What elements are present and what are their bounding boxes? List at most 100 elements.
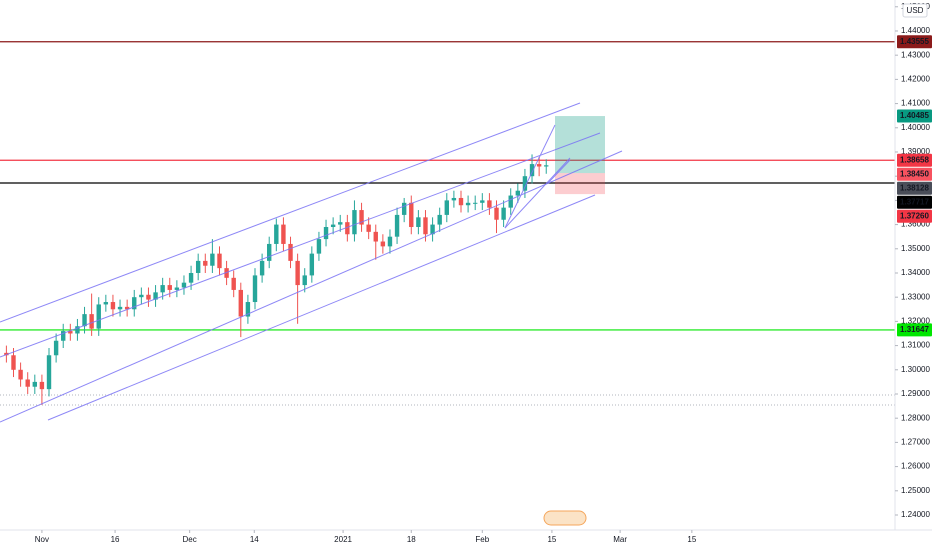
trendlines [0, 102, 623, 423]
time-axis: Nov 16 Dec 14 2021 18 Feb 15 Mar 15 [0, 529, 932, 544]
trend-line [504, 157, 571, 229]
price-label-bg [897, 209, 932, 223]
event-icons[interactable] [543, 510, 587, 526]
candle-body [61, 331, 66, 341]
loss-zone [555, 173, 605, 195]
candle-body [82, 314, 87, 327]
y-tick-label: 1.41000 [901, 99, 930, 108]
channel-line [47, 194, 596, 421]
x-tick-label: 18 [407, 535, 416, 544]
price-label-bg [897, 167, 932, 181]
events[interactable] [543, 510, 587, 526]
candle-body [451, 197, 457, 201]
y-tick-label: 1.43000 [901, 50, 930, 59]
candle-body [536, 164, 542, 167]
candle-body [416, 217, 421, 228]
candle-body [238, 289, 243, 317]
candle-body [465, 202, 471, 206]
candle-body [4, 352, 9, 356]
candle-body [281, 224, 286, 244]
channel-line [0, 150, 623, 423]
channel-line [0, 132, 601, 358]
y-tick-label: 1.24000 [901, 510, 930, 519]
x-tick-label: Mar [613, 535, 627, 544]
candle-body [132, 297, 137, 310]
candle-body [96, 304, 101, 329]
candle-body [323, 227, 329, 240]
currency-button[interactable] [902, 3, 928, 18]
candle-body [153, 292, 158, 300]
y-tick-label: 1.40000 [901, 123, 930, 132]
candle-body [53, 340, 59, 356]
x-tick-label: 15 [547, 535, 556, 544]
candle-body [46, 355, 52, 390]
candle-body [508, 195, 513, 208]
candle-body [217, 253, 222, 269]
candle-body [110, 302, 116, 310]
candle-body [473, 202, 478, 204]
candle-body [146, 294, 151, 300]
price-label: 1.38450 [900, 169, 929, 178]
candle-body [387, 236, 393, 247]
candle-body [380, 241, 386, 247]
candle-body [295, 260, 300, 286]
candle-body [174, 287, 180, 290]
candle-body [394, 214, 400, 237]
x-tick-label: Dec [183, 535, 197, 544]
candle-body [515, 190, 521, 196]
candle-body [458, 197, 464, 206]
candle-body [25, 379, 30, 387]
price-label-bg [897, 109, 932, 123]
candle-body [231, 277, 236, 290]
candle-body [366, 224, 371, 232]
candle-body [373, 231, 378, 242]
y-tick-label: 1.25000 [901, 486, 930, 495]
price-label: 1.38128 [900, 183, 929, 192]
candle-body [544, 165, 549, 167]
candle-body [124, 306, 130, 310]
y-tick-label: 1.30000 [901, 365, 930, 374]
y-tick-label: 1.27000 [901, 438, 930, 447]
trend-line [504, 124, 556, 229]
candle-body [11, 355, 16, 370]
y-tick-label: 1.34000 [901, 268, 930, 277]
price-label-bg [897, 181, 932, 195]
candle-body [487, 200, 492, 208]
candle-body [444, 200, 449, 215]
price-label: 1.31647 [900, 325, 929, 334]
price-label-bg [897, 195, 932, 209]
candle-body [430, 224, 435, 235]
candle-body [501, 207, 506, 220]
price-label: 1.38658 [900, 155, 929, 164]
x-tick-label: 2021 [334, 535, 352, 544]
candle-body [423, 217, 428, 235]
y-tick-label: 1.36000 [901, 220, 930, 229]
candle-body [494, 207, 499, 220]
candle-body [529, 164, 535, 177]
currency-box[interactable]: USD [902, 3, 928, 18]
candle-body [188, 272, 194, 283]
candle-body [252, 275, 258, 303]
price-label: 1.37717 [900, 197, 929, 206]
candle-body [302, 275, 307, 286]
x-tick-label: 15 [687, 535, 696, 544]
candle-body [195, 260, 201, 273]
candle-body [352, 210, 357, 235]
candle-body [309, 253, 315, 276]
candle-body [259, 260, 265, 276]
candle-body [401, 202, 407, 215]
candle-body [117, 306, 123, 310]
x-tick-label: 16 [111, 535, 120, 544]
candle-body [345, 222, 350, 235]
y-tick-label: 1.42000 [901, 74, 930, 83]
candle-body [224, 268, 229, 278]
candle-body [267, 243, 272, 261]
candle-body [522, 176, 528, 191]
candle-body [39, 381, 45, 390]
y-tick-label: 1.31000 [901, 341, 930, 350]
y-tick-label: 1.26000 [901, 462, 930, 471]
candle-body [480, 200, 485, 203]
price-labels: 1.43555 1.38658 1.37717 1.31647 1.40485 1.381… [897, 35, 932, 337]
candle-body [68, 331, 73, 334]
